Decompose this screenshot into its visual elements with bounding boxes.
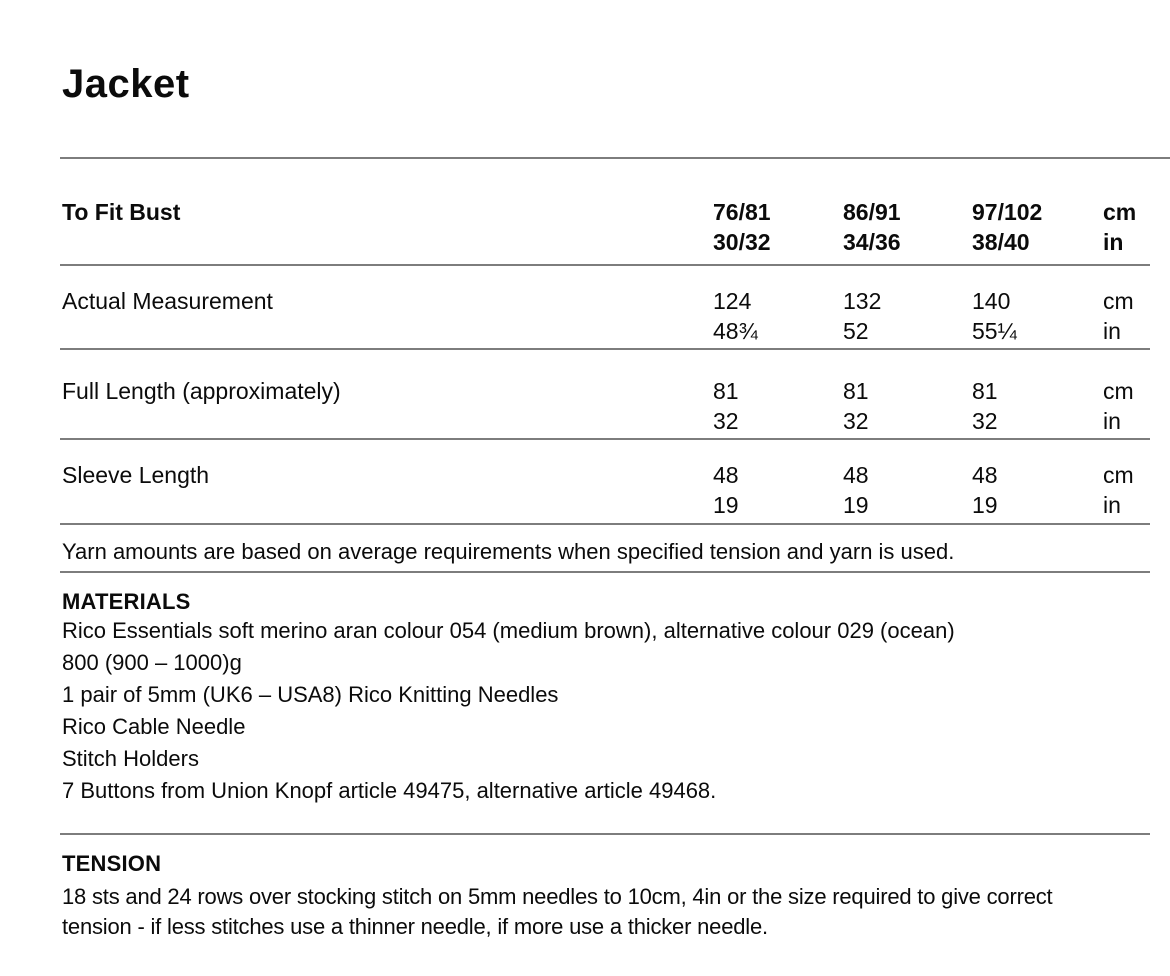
row-unit-in: in [1103, 318, 1121, 344]
value-size-1-in: 32 [713, 408, 739, 434]
value-size-3-cm: 81 [972, 378, 998, 404]
value-size-2-in: 32 [843, 408, 869, 434]
value-size-3-in: 32 [972, 408, 998, 434]
header-size-3-cm: 97/102 [972, 199, 1043, 225]
row-units: cm in [1103, 286, 1150, 346]
value-size-2-in: 19 [843, 492, 869, 518]
value-size-2: 81 32 [843, 376, 972, 436]
header-units: cm in [1103, 197, 1150, 257]
row-label-text: Sleeve Length [62, 462, 210, 488]
row-label-text: Actual Measurement [62, 288, 273, 314]
row-unit-in: in [1103, 408, 1121, 434]
row-unit-cm: cm [1103, 288, 1134, 314]
row-units: cm in [1103, 460, 1150, 520]
value-size-1: 124 48¾ [713, 286, 843, 346]
size-table: To Fit Bust 76/81 30/32 86/91 34/36 97/1… [60, 159, 1150, 525]
value-size-1: 81 32 [713, 376, 843, 436]
materials-item-needles: 1 pair of 5mm (UK6 – USA8) Rico Knitting… [62, 682, 559, 707]
tension-divider [60, 833, 1150, 835]
materials-item-stitch-holders: Stitch Holders [62, 746, 199, 771]
row-label-text: Full Length (approximately) [62, 378, 341, 404]
row-unit-cm: cm [1103, 378, 1134, 404]
row-label: Actual Measurement [60, 286, 713, 346]
value-size-3-cm: 48 [972, 462, 998, 488]
row-unit-cm: cm [1103, 462, 1134, 488]
value-size-1-in: 48¾ [713, 318, 758, 344]
header-size-3: 97/102 38/40 [972, 197, 1103, 257]
materials-heading: MATERIALS [62, 589, 191, 614]
materials-item-yarn: Rico Essentials soft merino aran colour … [62, 618, 955, 643]
header-label-text: To Fit Bust [62, 199, 181, 225]
value-size-3-cm: 140 [972, 288, 1011, 314]
value-size-2-cm: 48 [843, 462, 869, 488]
header-size-2-cm: 86/91 [843, 199, 901, 225]
header-size-2-in: 34/36 [843, 229, 901, 255]
value-size-2: 48 19 [843, 460, 972, 520]
row-units: cm in [1103, 376, 1150, 436]
row-label: Sleeve Length [60, 460, 713, 520]
header-size-3-in: 38/40 [972, 229, 1030, 255]
header-unit-in: in [1103, 229, 1124, 255]
header-unit-cm: cm [1103, 199, 1137, 225]
header-size-1: 76/81 30/32 [713, 197, 843, 257]
value-size-1-cm: 81 [713, 378, 739, 404]
materials-list: Rico Essentials soft merino aran colour … [62, 615, 1160, 807]
value-size-1: 48 19 [713, 460, 843, 520]
value-size-1-cm: 124 [713, 288, 752, 314]
page-title: Jacket [62, 62, 190, 106]
value-size-3: 81 32 [972, 376, 1103, 436]
value-size-2: 132 52 [843, 286, 972, 346]
row-label: Full Length (approximately) [60, 376, 713, 436]
header-size-1-in: 30/32 [713, 229, 771, 255]
row-unit-in: in [1103, 492, 1121, 518]
yarn-note: Yarn amounts are based on average requir… [62, 539, 955, 564]
table-row-sleeve-length: Sleeve Length 48 19 48 19 48 19 cm in [60, 440, 1150, 525]
header-label: To Fit Bust [60, 197, 713, 257]
table-row-full-length: Full Length (approximately) 81 32 81 32 … [60, 350, 1150, 440]
value-size-3: 140 55¼ [972, 286, 1103, 346]
tension-body: 18 sts and 24 rows over stocking stitch … [62, 884, 1053, 939]
header-size-2: 86/91 34/36 [843, 197, 972, 257]
header-size-1-cm: 76/81 [713, 199, 771, 225]
materials-item-cable-needle: Rico Cable Needle [62, 714, 246, 739]
title-divider [60, 157, 1170, 159]
value-size-1-in: 19 [713, 492, 739, 518]
value-size-2-cm: 132 [843, 288, 882, 314]
yarn-note-row: Yarn amounts are based on average requir… [60, 525, 1150, 573]
size-table-header-row: To Fit Bust 76/81 30/32 86/91 34/36 97/1… [60, 159, 1150, 266]
materials-section: MATERIALS Rico Essentials soft merino ar… [62, 589, 1160, 807]
value-size-3-in: 55¼ [972, 318, 1017, 344]
value-size-1-cm: 48 [713, 462, 739, 488]
tension-section: TENSION 18 sts and 24 rows over stocking… [62, 851, 1160, 942]
value-size-2-cm: 81 [843, 378, 869, 404]
materials-item-buttons: 7 Buttons from Union Knopf article 49475… [62, 778, 717, 803]
tension-heading: TENSION [62, 851, 162, 876]
value-size-3-in: 19 [972, 492, 998, 518]
value-size-2-in: 52 [843, 318, 869, 344]
value-size-3: 48 19 [972, 460, 1103, 520]
table-row-actual-measurement: Actual Measurement 124 48¾ 132 52 140 55… [60, 266, 1150, 350]
materials-item-amount: 800 (900 – 1000)g [62, 650, 242, 675]
